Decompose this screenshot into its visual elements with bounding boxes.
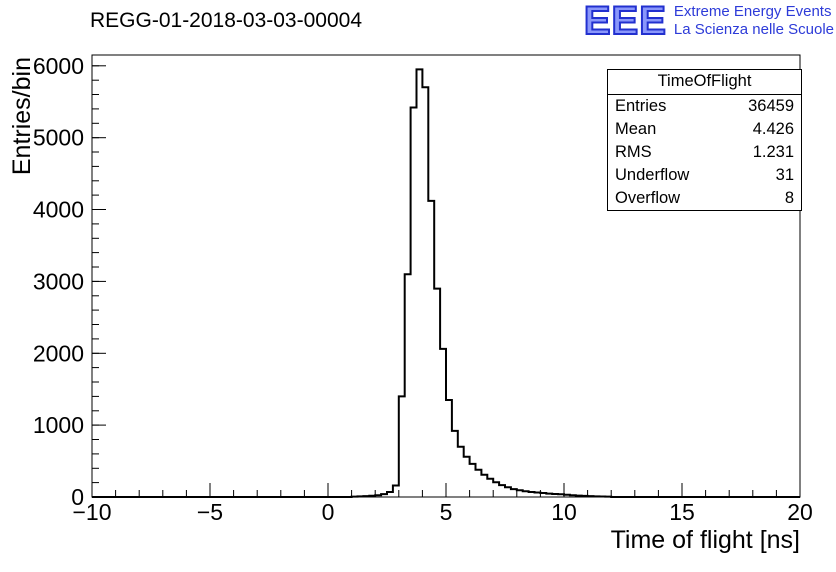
y-tick-label: 6000 [33, 53, 84, 79]
y-axis-title: Entries/bin [8, 57, 36, 175]
stats-value: 8 [784, 189, 794, 207]
plot-title: REGG-01-2018-03-03-00004 [90, 9, 362, 32]
eee-logo-line2: La Scienza nelle Scuole [673, 21, 834, 38]
y-tick-label: 1000 [33, 412, 84, 438]
stats-box: TimeOfFlight Entries 36459 Mean 4.426 RM… [607, 69, 802, 211]
eee-logo-line1: Extreme Energy Events [673, 3, 832, 20]
tick-labels: −10 −5 0 5 10 15 20 0 1000 2000 3000 4000 5000 6000 [33, 53, 813, 525]
stats-value: 4.426 [752, 120, 794, 138]
x-tick-label: −10 [72, 499, 111, 525]
stats-label: Mean [615, 120, 657, 138]
eee-logo: EEE Extreme Energy Events La Scienza nel… [583, 0, 834, 43]
y-tick-label: 5000 [33, 125, 84, 151]
y-tick-label: 0 [71, 484, 84, 510]
stats-label: RMS [615, 143, 652, 161]
x-tick-label: 20 [787, 499, 813, 525]
stats-value: 36459 [748, 97, 794, 115]
stats-row-underflow: Underflow 31 [608, 164, 801, 187]
stats-row-overflow: Overflow 8 [608, 187, 801, 210]
eee-logo-letters: EEE [583, 0, 667, 43]
stats-row-mean: Mean 4.426 [608, 118, 801, 141]
stats-value: 1.231 [752, 143, 794, 161]
x-tick-label: −5 [197, 499, 223, 525]
stats-label: Overflow [615, 189, 681, 207]
x-tick-label: 5 [440, 499, 453, 525]
y-tick-label: 3000 [33, 268, 84, 294]
y-tick-label: 4000 [33, 197, 84, 223]
x-tick-label: 10 [551, 499, 577, 525]
eee-logo-caption: Extreme Energy Events La Scienza nelle S… [674, 3, 834, 39]
histogram-line [92, 68, 800, 498]
stats-label: Entries [615, 97, 667, 115]
x-tick-label: 0 [322, 499, 335, 525]
x-axis-title: Time of flight [ns] [611, 526, 800, 554]
stats-row-rms: RMS 1.231 [608, 141, 801, 164]
stats-value: 31 [775, 166, 794, 184]
y-tick-label: 2000 [33, 340, 84, 366]
stats-title: TimeOfFlight [608, 70, 801, 95]
x-tick-label: 15 [669, 499, 695, 525]
stats-label: Underflow [615, 166, 690, 184]
stats-row-entries: Entries 36459 [608, 95, 801, 118]
